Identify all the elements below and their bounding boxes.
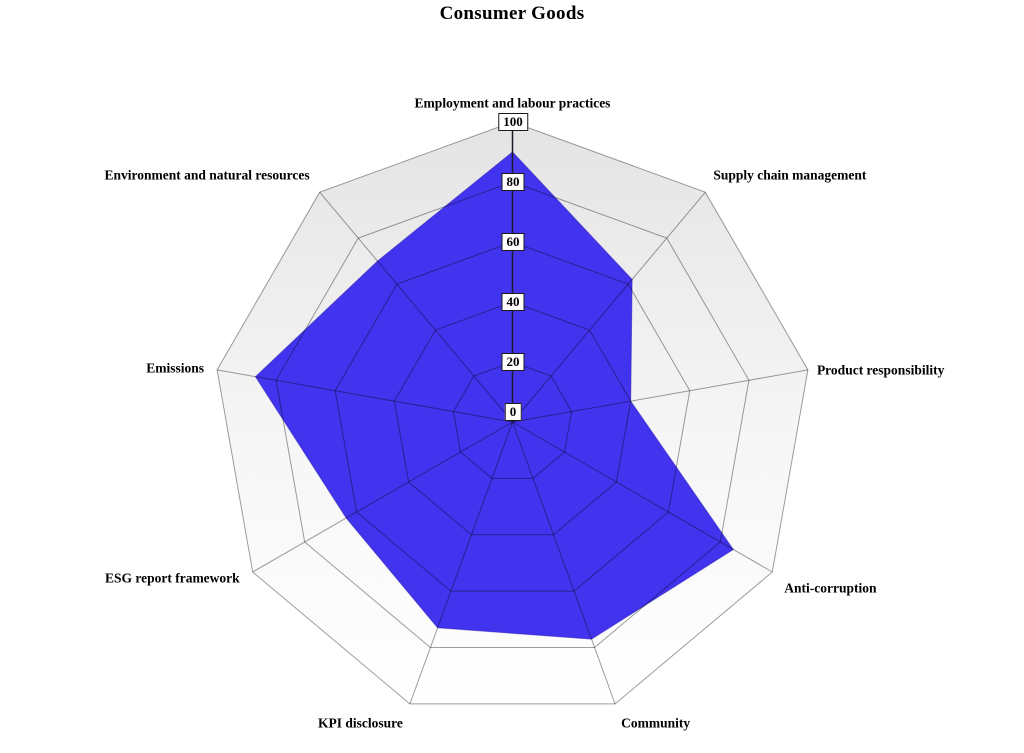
category-label: Community: [621, 715, 691, 731]
category-label: Product responsibility: [816, 362, 945, 378]
category-label: Emissions: [146, 360, 205, 376]
grid-ring-80: [275, 181, 750, 648]
grid-ring-40: [393, 301, 632, 536]
category-label: Employment and labour practices: [414, 95, 611, 111]
axis-spoke: [319, 191, 513, 423]
value-axis-tick: 0: [504, 403, 522, 421]
category-label: ESG report framework: [104, 570, 240, 586]
chart-title: Consumer Goods: [439, 3, 585, 24]
grid-ring-60: [334, 241, 691, 592]
value-axis-tick: 60: [501, 233, 525, 251]
grid-ring-100: [216, 121, 809, 705]
data-polygon: [254, 151, 735, 640]
value-axis-tick: 80: [501, 173, 525, 191]
value-axis-tick: 20: [501, 353, 525, 371]
axis-spoke: [252, 421, 513, 573]
axis-spoke: [512, 421, 773, 573]
value-axis-tick: 40: [501, 293, 525, 311]
category-label: Anti-corruption: [784, 580, 877, 596]
axis-spoke: [217, 369, 513, 423]
value-axis-tick: 100: [498, 113, 528, 131]
axis-spoke: [512, 421, 616, 705]
grid-ring-20: [452, 361, 573, 479]
category-label: KPI disclosure: [318, 715, 403, 731]
category-label: Environment and natural resources: [104, 167, 310, 183]
axis-spoke: [512, 369, 808, 423]
category-label: Supply chain management: [713, 167, 867, 183]
axis-spoke: [512, 191, 706, 423]
axis-spoke: [409, 421, 513, 705]
